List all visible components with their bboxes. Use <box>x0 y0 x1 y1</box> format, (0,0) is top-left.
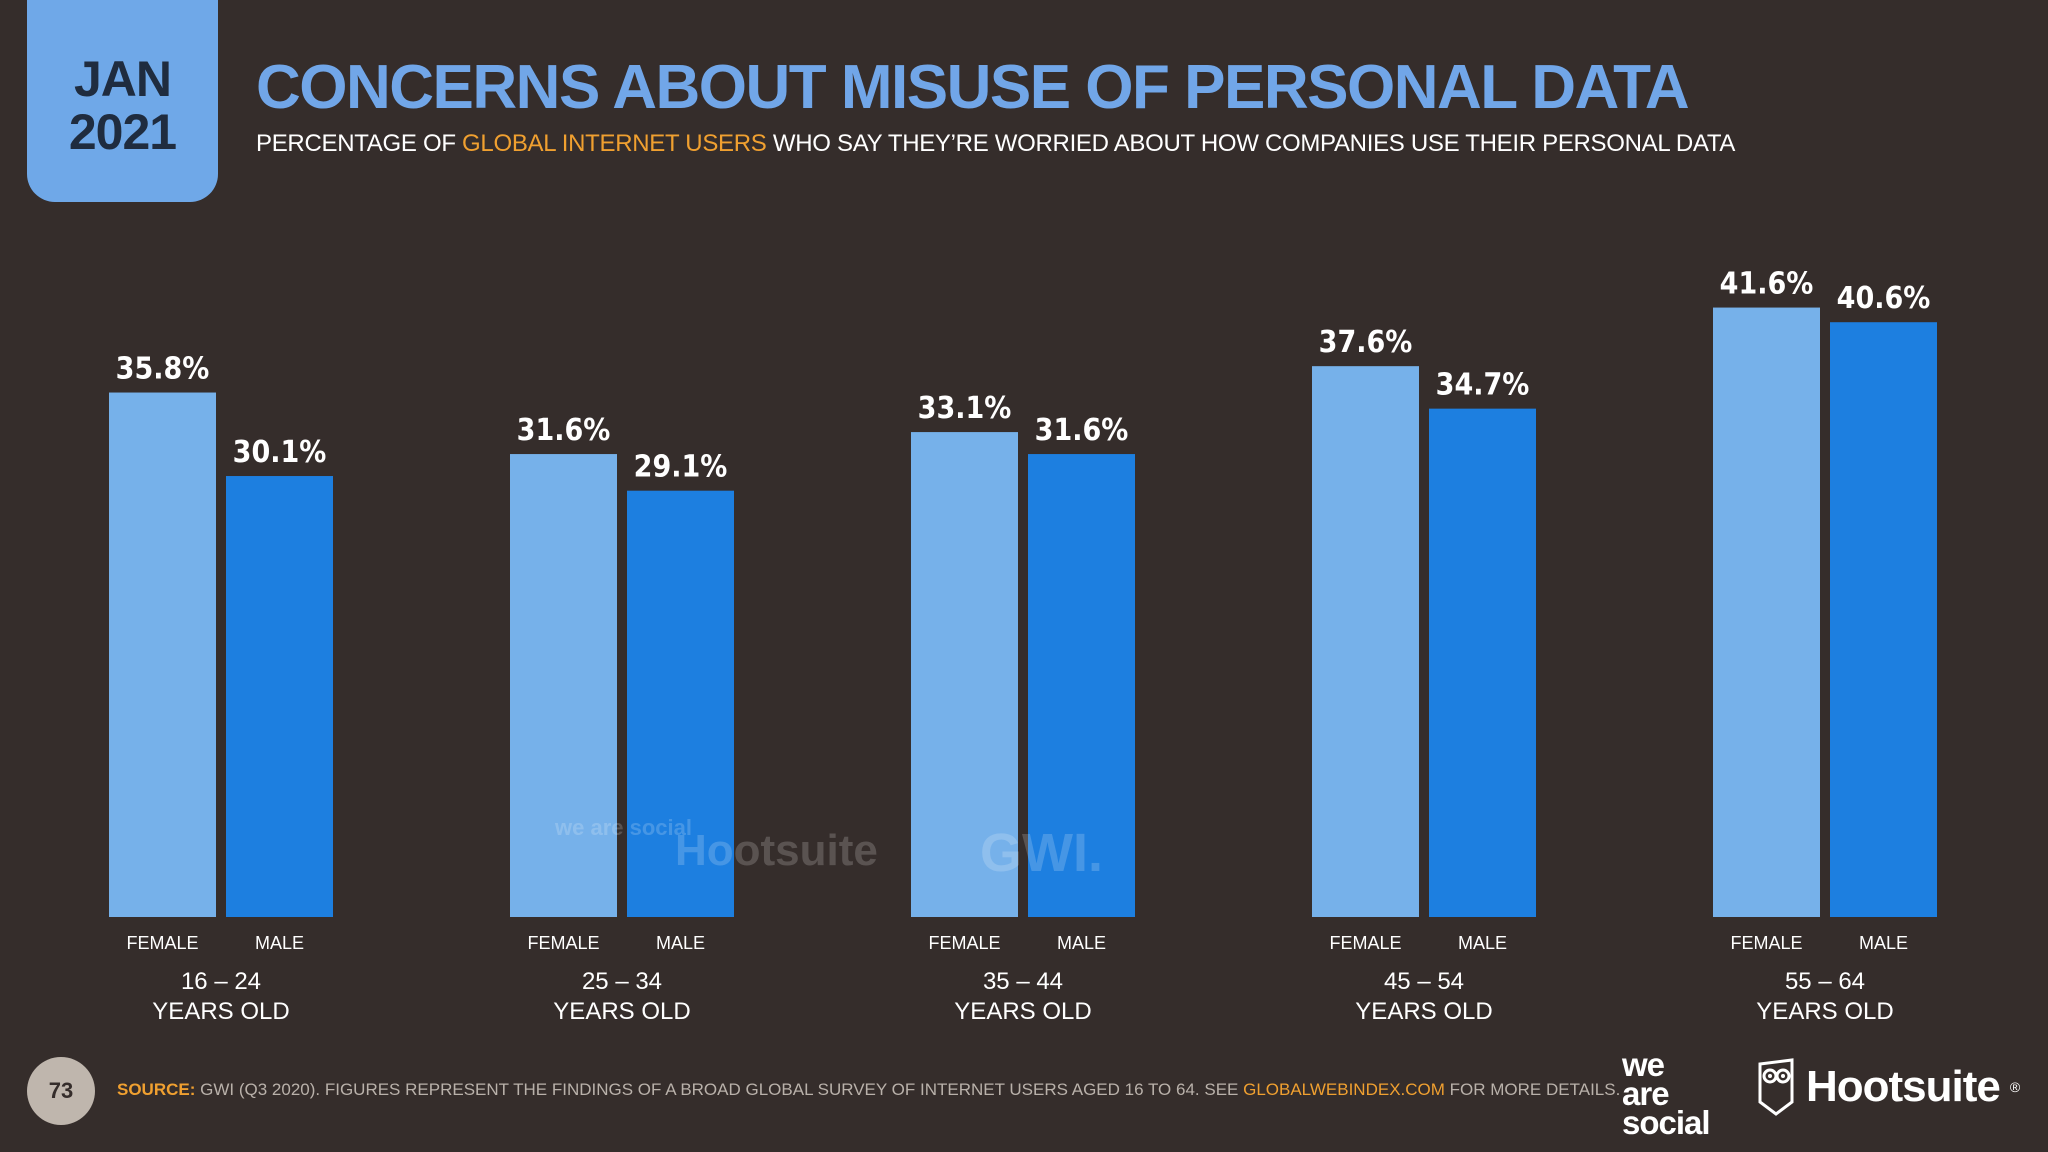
subtitle-after: WHO SAY THEY’RE WORRIED ABOUT HOW COMPAN… <box>766 130 1736 157</box>
bar-female-0 <box>109 392 216 917</box>
series-label-female-2: FEMALE <box>928 933 1000 953</box>
data-label-male-4: 40.6% <box>1837 281 1931 316</box>
category-label-1: 25 – 34 <box>582 968 662 995</box>
series-label-male-0: MALE <box>255 933 304 953</box>
source-label: SOURCE: <box>117 1080 196 1099</box>
series-label-male-3: MALE <box>1458 933 1507 953</box>
data-label-female-0: 35.8% <box>116 352 210 387</box>
data-label-female-4: 41.6% <box>1720 267 1814 302</box>
category-sublabel-2: YEARS OLD <box>954 998 1091 1025</box>
data-label-male-1: 29.1% <box>634 450 728 485</box>
badge-year: 2021 <box>68 104 177 160</box>
bar-female-1 <box>510 454 617 917</box>
bar-female-4 <box>1713 307 1820 917</box>
series-label-male-4: MALE <box>1859 933 1908 953</box>
source-link[interactable]: GLOBALWEBINDEX.COM <box>1243 1080 1445 1099</box>
data-label-male-2: 31.6% <box>1035 413 1129 448</box>
category-label-0: 16 – 24 <box>181 968 261 995</box>
data-label-female-3: 37.6% <box>1319 325 1413 360</box>
series-label-male-1: MALE <box>656 933 705 953</box>
bar-male-0 <box>226 476 333 917</box>
series-label-male-2: MALE <box>1057 933 1106 953</box>
data-label-male-0: 30.1% <box>233 435 327 470</box>
owl-icon <box>1758 1058 1794 1116</box>
data-label-male-3: 34.7% <box>1436 368 1530 403</box>
category-sublabel-4: YEARS OLD <box>1756 998 1893 1025</box>
bar-female-3 <box>1312 366 1419 917</box>
category-label-4: 55 – 64 <box>1785 968 1865 995</box>
watermark-gwi: GWI. <box>980 823 1103 883</box>
bar-male-3 <box>1429 408 1536 917</box>
series-label-female-4: FEMALE <box>1730 933 1802 953</box>
page-title: CONCERNS ABOUT MISUSE OF PERSONAL DATA <box>256 53 1690 122</box>
logo-was-line-2: are <box>1622 1075 1670 1112</box>
category-label-3: 45 – 54 <box>1384 968 1464 995</box>
data-label-female-2: 33.1% <box>918 391 1012 426</box>
page-subtitle: PERCENTAGE OF GLOBAL INTERNET USERS WHO … <box>256 130 1735 158</box>
watermark-hootsuite: Hootsuite <box>675 826 878 875</box>
series-label-female-0: FEMALE <box>126 933 198 953</box>
subtitle-before: PERCENTAGE OF <box>256 130 463 157</box>
category-sublabel-3: YEARS OLD <box>1355 998 1492 1025</box>
bar-male-1 <box>627 490 734 917</box>
category-sublabel-0: YEARS OLD <box>152 998 289 1025</box>
we-are-social-logo: we are social <box>1622 1046 1711 1141</box>
series-label-female-1: FEMALE <box>527 933 599 953</box>
bar-female-2 <box>911 432 1018 917</box>
logo-was-line-3: social <box>1622 1104 1711 1141</box>
page-number: 73 <box>27 1057 95 1125</box>
logo-hootsuite-text: Hootsuite <box>1806 1062 2001 1111</box>
logo-was-line-1: we <box>1622 1046 1665 1083</box>
badge-month: JAN <box>73 51 172 107</box>
date-badge: JAN 2021 <box>27 0 218 202</box>
category-label-2: 35 – 44 <box>983 968 1063 995</box>
logo-reg-mark: ® <box>2009 1079 2021 1095</box>
series-label-female-3: FEMALE <box>1329 933 1401 953</box>
watermark-we-are-social: we are social <box>555 815 692 840</box>
bar-male-4 <box>1830 322 1937 918</box>
subtitle-highlight: GLOBAL INTERNET USERS <box>462 130 767 157</box>
source-note: SOURCE: GWI (Q3 2020). FIGURES REPRESENT… <box>117 1080 1620 1100</box>
category-sublabel-1: YEARS OLD <box>553 998 690 1025</box>
data-label-female-1: 31.6% <box>517 413 611 448</box>
source-text: GWI (Q3 2020). FIGURES REPRESENT THE FIN… <box>195 1080 1244 1099</box>
bar-male-2 <box>1028 454 1135 917</box>
hootsuite-logo: Hootsuite ® <box>1756 1058 2020 1116</box>
source-end: FOR MORE DETAILS. <box>1444 1080 1621 1099</box>
watermark: we are social Hootsuite GWI. <box>555 815 1135 884</box>
